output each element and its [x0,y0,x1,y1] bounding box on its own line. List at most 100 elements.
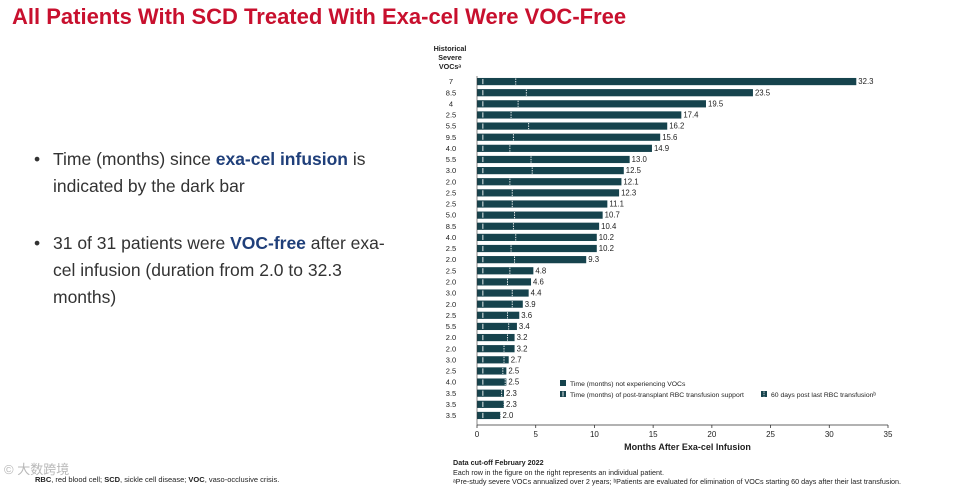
category-label: 3.0 [446,355,456,364]
chart-notes: Data cut-off February 2022 Each row in t… [453,458,901,487]
bullet-2-highlight: VOC-free [230,233,306,253]
bar [477,389,505,397]
bar [477,167,624,175]
category-label: 2.5 [446,188,456,197]
bullet-1-part-3: is indicated by the dark bar [53,149,366,196]
category-label: 2.5 [446,311,456,320]
footer-abbreviations: RBC, red blood cell; SCD, sickle cell di… [35,475,279,484]
value-label: 2.5 [508,378,520,387]
value-label: 10.7 [605,211,620,220]
bar [477,111,682,119]
value-label: 12.3 [621,188,636,197]
y-axis-header-line: Severe [438,53,462,62]
x-axis-title: Months After Exa-cel Infusion [624,442,751,452]
note-line-1: Each row in the figure on the right repr… [453,467,664,477]
value-label: 3.4 [519,322,531,331]
bar [477,144,652,152]
value-label: 14.9 [654,144,669,153]
category-label: 5.5 [446,155,456,164]
category-label: 2.0 [446,300,456,309]
value-label: 19.5 [708,99,724,108]
abbrev-voc-def: , vaso-occlusive crisis. [204,475,280,484]
note-line-2: ᵃPre-study severe VOCs annualized over 2… [453,477,902,486]
bar [477,400,505,408]
bar [477,244,597,253]
category-label: 3.5 [446,411,456,420]
value-label: 15.6 [662,133,677,142]
category-label: 5.5 [446,122,456,131]
bar [477,289,529,297]
value-label: 4.4 [531,289,543,298]
bullet-dot: • [34,149,41,169]
legend-label: Time (months) of post-transplant RBC tra… [570,392,744,399]
value-label: 12.1 [623,177,638,186]
value-label: 16.2 [669,122,684,131]
data-cutoff: Data cut-off February 2022 [453,458,544,467]
category-label: 5.5 [446,322,456,331]
bar [477,133,661,141]
value-label: 2.0 [502,411,514,420]
category-label: 2.0 [446,344,456,353]
value-label: 3.2 [517,344,528,353]
bullet-1-part-1: Time (months) since [53,149,216,169]
category-label: 3.0 [446,166,456,175]
x-tick-label: 0 [475,430,480,439]
value-label: 32.3 [858,77,873,86]
bar [477,211,603,219]
bullet-2-part-3: after exa-cel infusion (duration from 2.… [53,233,385,307]
value-label: 10.4 [601,222,617,231]
value-label: 3.2 [517,333,528,342]
value-label: 17.4 [683,111,699,120]
bar [477,155,630,164]
x-tick-label: 20 [707,430,716,439]
bar [477,322,517,331]
category-label: 4.0 [446,144,456,153]
legend-swatch-not-voc [560,380,566,386]
category-label: 9.5 [446,133,456,142]
bullet-1-text: Time (months) since exa-cel infusion is … [53,146,394,200]
category-label: 2.5 [446,367,456,376]
bar [477,356,509,364]
bar [477,367,507,375]
category-label: 5.0 [446,211,456,220]
value-label: 2.7 [511,355,522,364]
category-label: 3.5 [446,400,456,409]
abbrev-scd: SCD [104,475,121,484]
value-label: 3.9 [525,300,536,309]
abbrev-rbc-def: , red blood cell; [51,475,105,484]
abbrev-scd-def: , sickle cell disease; [120,475,189,484]
category-label: 3.0 [446,289,456,298]
bar [477,200,608,208]
watermark: © 大数跨境 [4,462,70,477]
value-label: 23.5 [755,88,771,97]
category-label: 4 [449,99,453,108]
legend-label: 60 days post last RBC transfusionᵇ [771,392,876,399]
bar [477,233,597,241]
slide-title: All Patients With SCD Treated With Exa-c… [12,4,627,29]
category-label: 2.0 [446,177,456,186]
bar [477,122,668,130]
bar [477,411,501,420]
bullet-2: • 31 of 31 patients were VOC-free after … [34,230,394,311]
bullet-1: • Time (months) since exa-cel infusion i… [34,146,394,200]
value-label: 9.3 [588,255,599,264]
category-label: 2.5 [446,200,456,209]
bar [477,222,600,230]
y-axis-header-line: Historical [434,44,467,53]
value-label: 2.5 [508,367,520,376]
bar [477,333,515,342]
abbrev-rbc: RBC [35,475,52,484]
value-label: 2.3 [506,389,517,398]
value-label: 4.6 [533,278,544,287]
bar [477,189,620,197]
category-label: 4.0 [446,233,456,242]
bar [477,256,587,264]
bar [477,311,520,319]
bar [477,300,523,308]
value-label: 11.1 [609,200,624,209]
bar [477,267,534,275]
value-label: 10.2 [599,233,614,242]
category-label: 2.0 [446,333,456,342]
category-label: 7 [449,77,453,86]
